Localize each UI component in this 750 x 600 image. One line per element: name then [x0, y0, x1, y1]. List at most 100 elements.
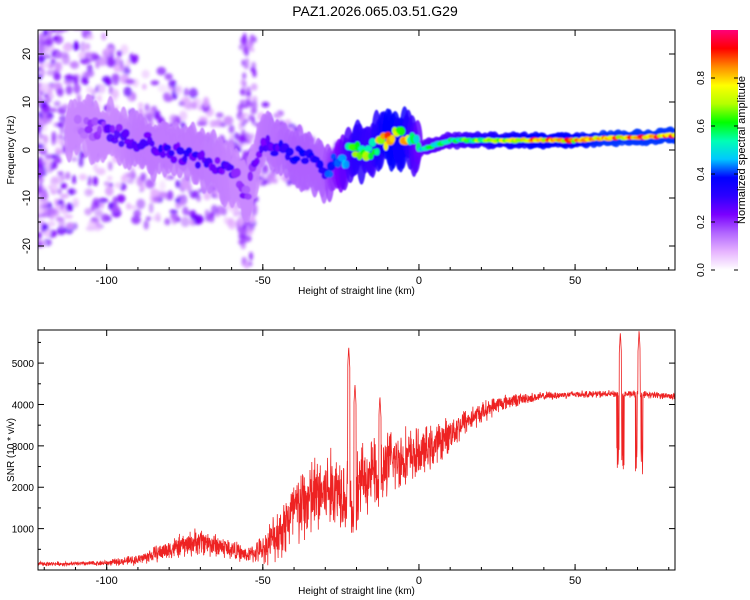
noise-blob [46, 207, 57, 216]
noise-blob [193, 214, 204, 225]
noise-blob [90, 205, 95, 212]
noise-blob [49, 107, 58, 113]
noise-blob [47, 94, 55, 99]
noise-blob [241, 258, 245, 266]
noise-blob [87, 220, 96, 228]
noise-blob [82, 43, 89, 51]
noise-blob [247, 45, 252, 51]
noise-blob [38, 157, 44, 169]
noise-blob [42, 117, 49, 125]
noise-blob [45, 36, 54, 48]
noise-blob [60, 174, 66, 181]
ridge-core [374, 148, 380, 156]
noise-blob [186, 210, 196, 216]
x-tick-label: -50 [255, 575, 271, 587]
noise-blob [143, 220, 149, 230]
noise-blob [82, 31, 87, 37]
y-tick-label: 5000 [12, 359, 35, 370]
ridge-core [115, 123, 123, 132]
noise-blob [125, 78, 135, 85]
noise-blob [181, 179, 191, 190]
y-tick-label: -10 [21, 190, 33, 206]
noise-blob [38, 232, 43, 239]
noise-blob [128, 205, 137, 210]
ridge-core [247, 171, 254, 182]
noise-blob [156, 66, 167, 76]
noise-blob [86, 34, 94, 40]
noise-blob [123, 66, 131, 76]
colorbar-label: Normalized spectral amplitude [736, 76, 748, 224]
noise-blob [56, 87, 64, 97]
noise-blob [105, 47, 115, 53]
noise-blob [250, 34, 254, 40]
noise-blob [87, 175, 92, 187]
noise-blob [250, 216, 256, 222]
noise-blob [58, 30, 65, 34]
ridge-core [218, 167, 226, 175]
noise-blob [196, 121, 207, 127]
ridge-core [233, 167, 241, 178]
ridge-core [362, 151, 371, 162]
ridge-core [84, 125, 93, 134]
ridge-core [158, 144, 164, 154]
noise-blob [101, 32, 107, 41]
noise-blob [250, 107, 258, 115]
noise-blob [144, 103, 150, 112]
noise-blob [55, 51, 62, 59]
x-tick-label: -50 [255, 275, 271, 287]
noise-blob [58, 134, 63, 140]
noise-blob [208, 212, 215, 223]
ridge-core [96, 125, 103, 136]
ridge-core [194, 161, 201, 169]
noise-blob [66, 202, 74, 212]
noise-blob [239, 239, 246, 246]
ridge-core [170, 155, 178, 164]
noise-blob [216, 205, 226, 215]
x-tick-label: 0 [416, 275, 422, 287]
ridge-core [270, 150, 279, 157]
noise-blob [138, 102, 144, 108]
noise-blob [47, 220, 56, 227]
noise-blob [210, 204, 218, 215]
noise-blob [65, 15, 73, 24]
ridge-core [113, 129, 121, 140]
spectrogram-ridge [64, 93, 675, 223]
noise-blob [42, 30, 49, 37]
noise-blob [93, 162, 98, 172]
ridge-core [389, 134, 396, 143]
y-tick-label: 2000 [12, 483, 35, 494]
x-tick-label: 50 [569, 575, 581, 587]
noise-blob [113, 62, 121, 73]
noise-blob [245, 98, 250, 106]
noise-blob [107, 175, 113, 181]
noise-blob [145, 216, 152, 222]
ridge-core [367, 152, 374, 160]
colorbar-tick-label: 0.6 [696, 119, 707, 133]
noise-blob [71, 174, 77, 185]
noise-blob [66, 222, 75, 230]
noise-blob [38, 167, 43, 175]
noise-blob [83, 58, 93, 64]
noise-blob [250, 67, 256, 72]
noise-blob [111, 73, 120, 82]
noise-blob [65, 171, 71, 180]
noise-blob [248, 225, 255, 231]
noise-blob [106, 57, 116, 68]
noise-blob [163, 95, 174, 102]
noise-blob [150, 188, 159, 197]
noise-blob [60, 193, 69, 199]
noise-blob [167, 190, 174, 201]
x-tick-label: -100 [96, 575, 118, 587]
noise-blob [120, 44, 129, 55]
figure-title: PAZ1.2026.065.03.51.G29 [292, 3, 458, 19]
noise-blob [55, 149, 63, 155]
noise-blob [99, 197, 109, 203]
ridge-core [343, 160, 350, 169]
ridge-core [185, 147, 193, 155]
ridge-core [291, 155, 301, 162]
noise-blob [126, 179, 135, 184]
ridge-core [241, 185, 251, 194]
ridge-core [121, 128, 130, 138]
